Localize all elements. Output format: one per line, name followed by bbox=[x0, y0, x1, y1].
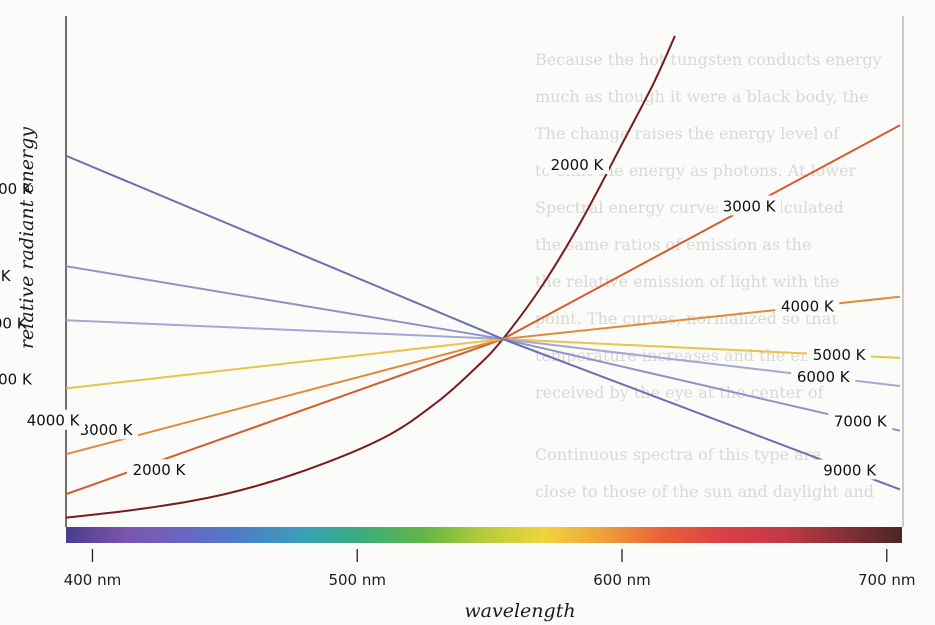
curve-label-9000k-left: 9000 K bbox=[0, 180, 33, 198]
curve-label-5000k-left: 5000 K bbox=[0, 370, 33, 388]
curve-9000k bbox=[65, 154, 901, 491]
curve-label-bg bbox=[126, 459, 191, 480]
curve-label-6000k-right: 6000 K bbox=[797, 368, 851, 386]
curve-label-bg bbox=[775, 295, 840, 316]
curve-label-4000k-right: 4000 K bbox=[781, 298, 835, 316]
background-text-line: received by the eye at the center of bbox=[535, 383, 825, 402]
curve-label-5000k-right: 5000 K bbox=[813, 346, 867, 364]
curve-label-4000k-left: 4000 K bbox=[27, 412, 81, 430]
curve-label-bg bbox=[828, 410, 893, 431]
x-axis-title: wavelength bbox=[464, 600, 575, 622]
background-text-line: the same ratios of emission as the bbox=[535, 235, 811, 254]
curve-label-bg bbox=[717, 195, 782, 216]
x-tick-label: 400 nm bbox=[64, 571, 122, 589]
background-text-line: Because the hot tungsten conducts energy bbox=[535, 50, 882, 69]
curve-label-bg bbox=[0, 368, 38, 389]
background-text-line: Spectral energy curves are calculated bbox=[535, 198, 844, 217]
curve-label-bg bbox=[0, 178, 38, 199]
background-text-layer: Because the hot tungsten conducts energy… bbox=[535, 50, 882, 501]
curve-label-3000k-right: 3000 K bbox=[723, 197, 777, 215]
background-text-line: the relative emission of light with the bbox=[535, 272, 839, 291]
x-axis-ticks: 400 nm 500 nm 600 nm 700 nm bbox=[64, 549, 916, 589]
background-text-line: to emit the energy as photons. At lower bbox=[535, 161, 856, 180]
y-axis-title: relative radiant energy bbox=[16, 127, 38, 349]
background-text-line: The change raises the energy level of bbox=[535, 124, 840, 143]
curve-label-2000k-right: 2000 K bbox=[551, 156, 605, 174]
background-text-line: much as though it were a black body, the bbox=[535, 87, 869, 106]
curve-label-bg bbox=[791, 365, 856, 386]
curve-label-9000k-right: 9000 K bbox=[823, 461, 877, 479]
x-tick-label: 600 nm bbox=[593, 571, 651, 589]
spectrum-gradient bbox=[66, 527, 902, 543]
background-text-line: close to those of the sun and daylight a… bbox=[535, 482, 874, 501]
curve-label-bg bbox=[0, 264, 17, 285]
curve-label-bg bbox=[544, 154, 609, 174]
curve-label-bg bbox=[0, 312, 33, 333]
curve-label-7000k-left: 7000 K bbox=[0, 267, 12, 285]
curve-label-bg bbox=[74, 419, 139, 440]
x-tick-label: 500 nm bbox=[328, 571, 386, 589]
curve-label-bg bbox=[21, 409, 86, 430]
x-tick-label: 700 nm bbox=[858, 571, 916, 589]
curve-label-2000k-left: 2000 K bbox=[133, 461, 187, 479]
background-text-line: temperature increases and the emission bbox=[535, 346, 862, 365]
curve-label-bg bbox=[807, 343, 872, 364]
background-text-line: Continuous spectra of this type are bbox=[535, 445, 821, 464]
curve-label-3000k-left: 3000 K bbox=[80, 421, 134, 439]
curve-label-7000k-right: 7000 K bbox=[834, 413, 888, 431]
curve-label-6000k-left: 6000 K bbox=[0, 314, 28, 332]
spectrum-bar bbox=[66, 527, 902, 543]
curve-label-bg bbox=[817, 459, 882, 480]
curve-2000k bbox=[65, 35, 676, 519]
